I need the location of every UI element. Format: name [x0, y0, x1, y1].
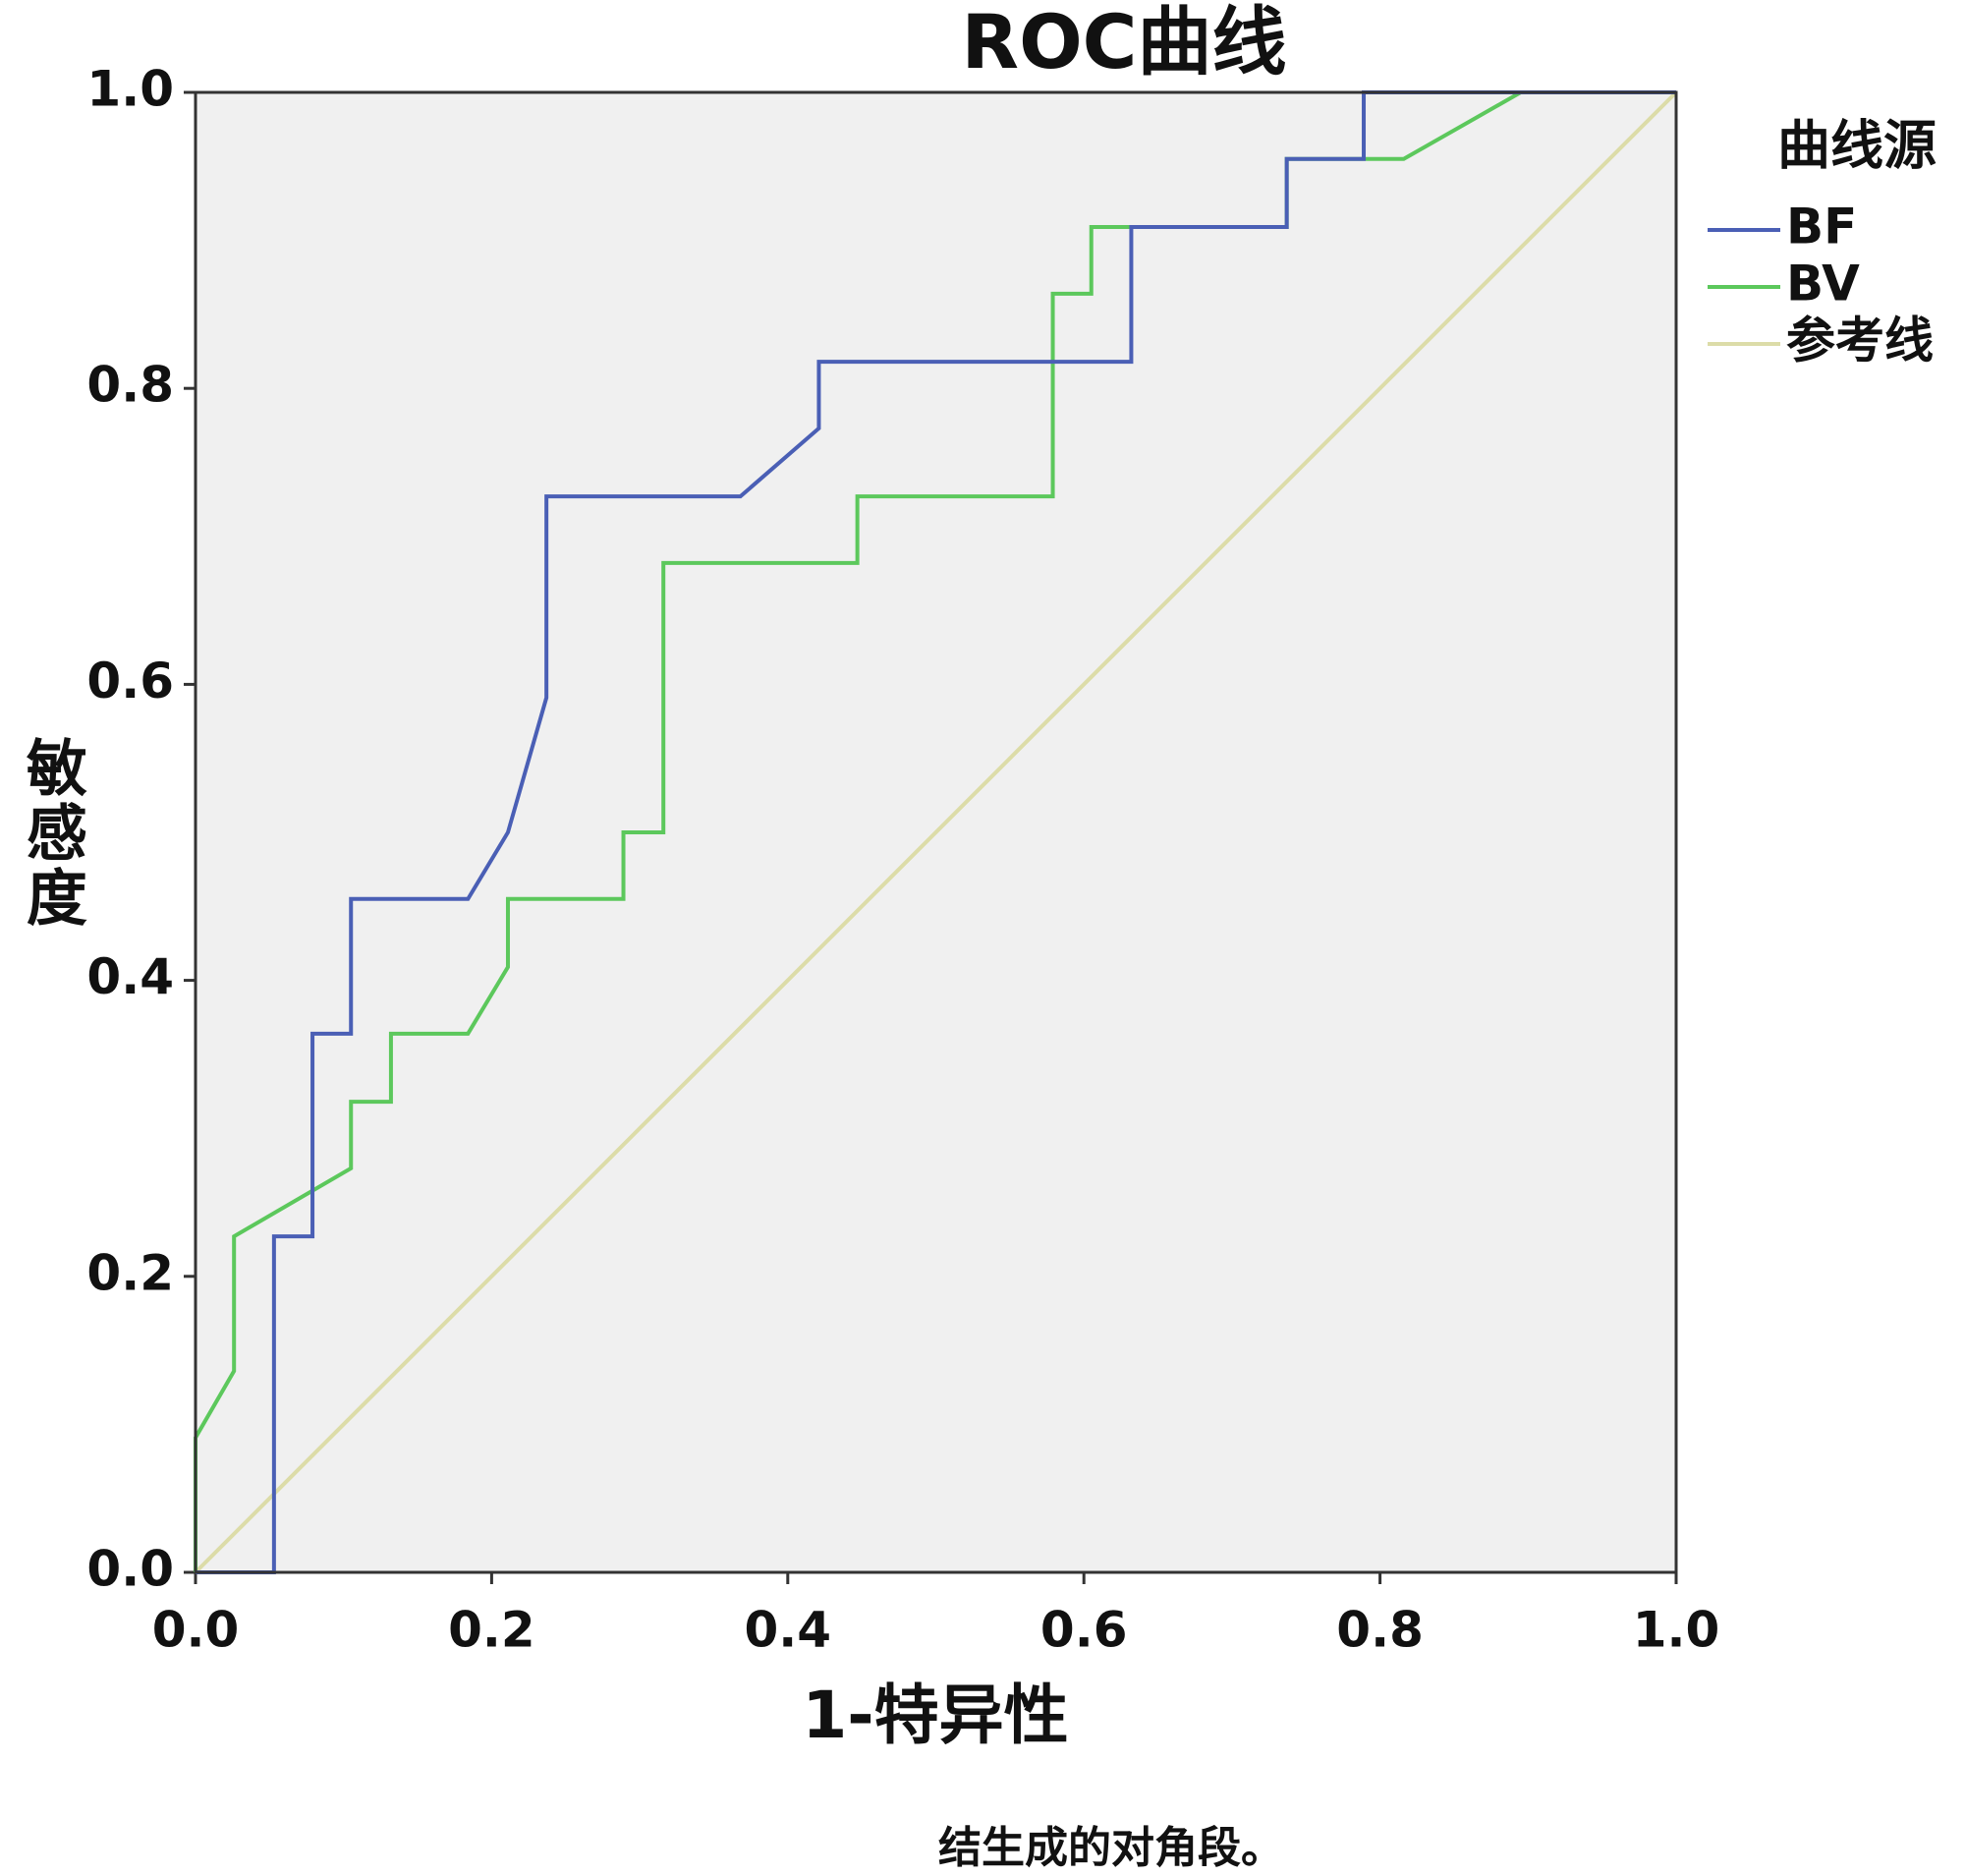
series-line	[196, 90, 1676, 1574]
x-tick-label: 0.8	[1336, 1602, 1424, 1659]
x-tick-label: 0.2	[448, 1602, 535, 1659]
x-axis-label: 1-特异性	[802, 1677, 1068, 1753]
legend-label: 参考线	[1786, 313, 1934, 370]
series-line	[194, 90, 1678, 1574]
y-tick-label: 0.8	[86, 357, 174, 414]
x-tick-label: 0.6	[1040, 1602, 1128, 1659]
legend-title: 曲线源	[1777, 115, 1937, 177]
y-tick-label: 0.2	[86, 1244, 174, 1301]
y-axis-label: 敏感度	[16, 736, 87, 931]
plot-border	[194, 90, 1678, 1574]
x-tick-label: 0.4	[745, 1602, 832, 1659]
x-tick-label: 1.0	[1633, 1602, 1720, 1659]
x-tick-label: 0.0	[152, 1602, 240, 1659]
y-tick-label: 0.4	[86, 948, 174, 1005]
y-tick-label: 0.0	[86, 1541, 174, 1598]
y-tick-label: 1.0	[86, 61, 174, 118]
legend-label: BF	[1786, 199, 1857, 256]
y-tick-label: 0.6	[86, 653, 174, 710]
legend-label: BV	[1786, 256, 1860, 313]
chart-title: ROC曲线	[962, 0, 1287, 85]
note: 结生成的对角段。	[938, 1823, 1284, 1873]
